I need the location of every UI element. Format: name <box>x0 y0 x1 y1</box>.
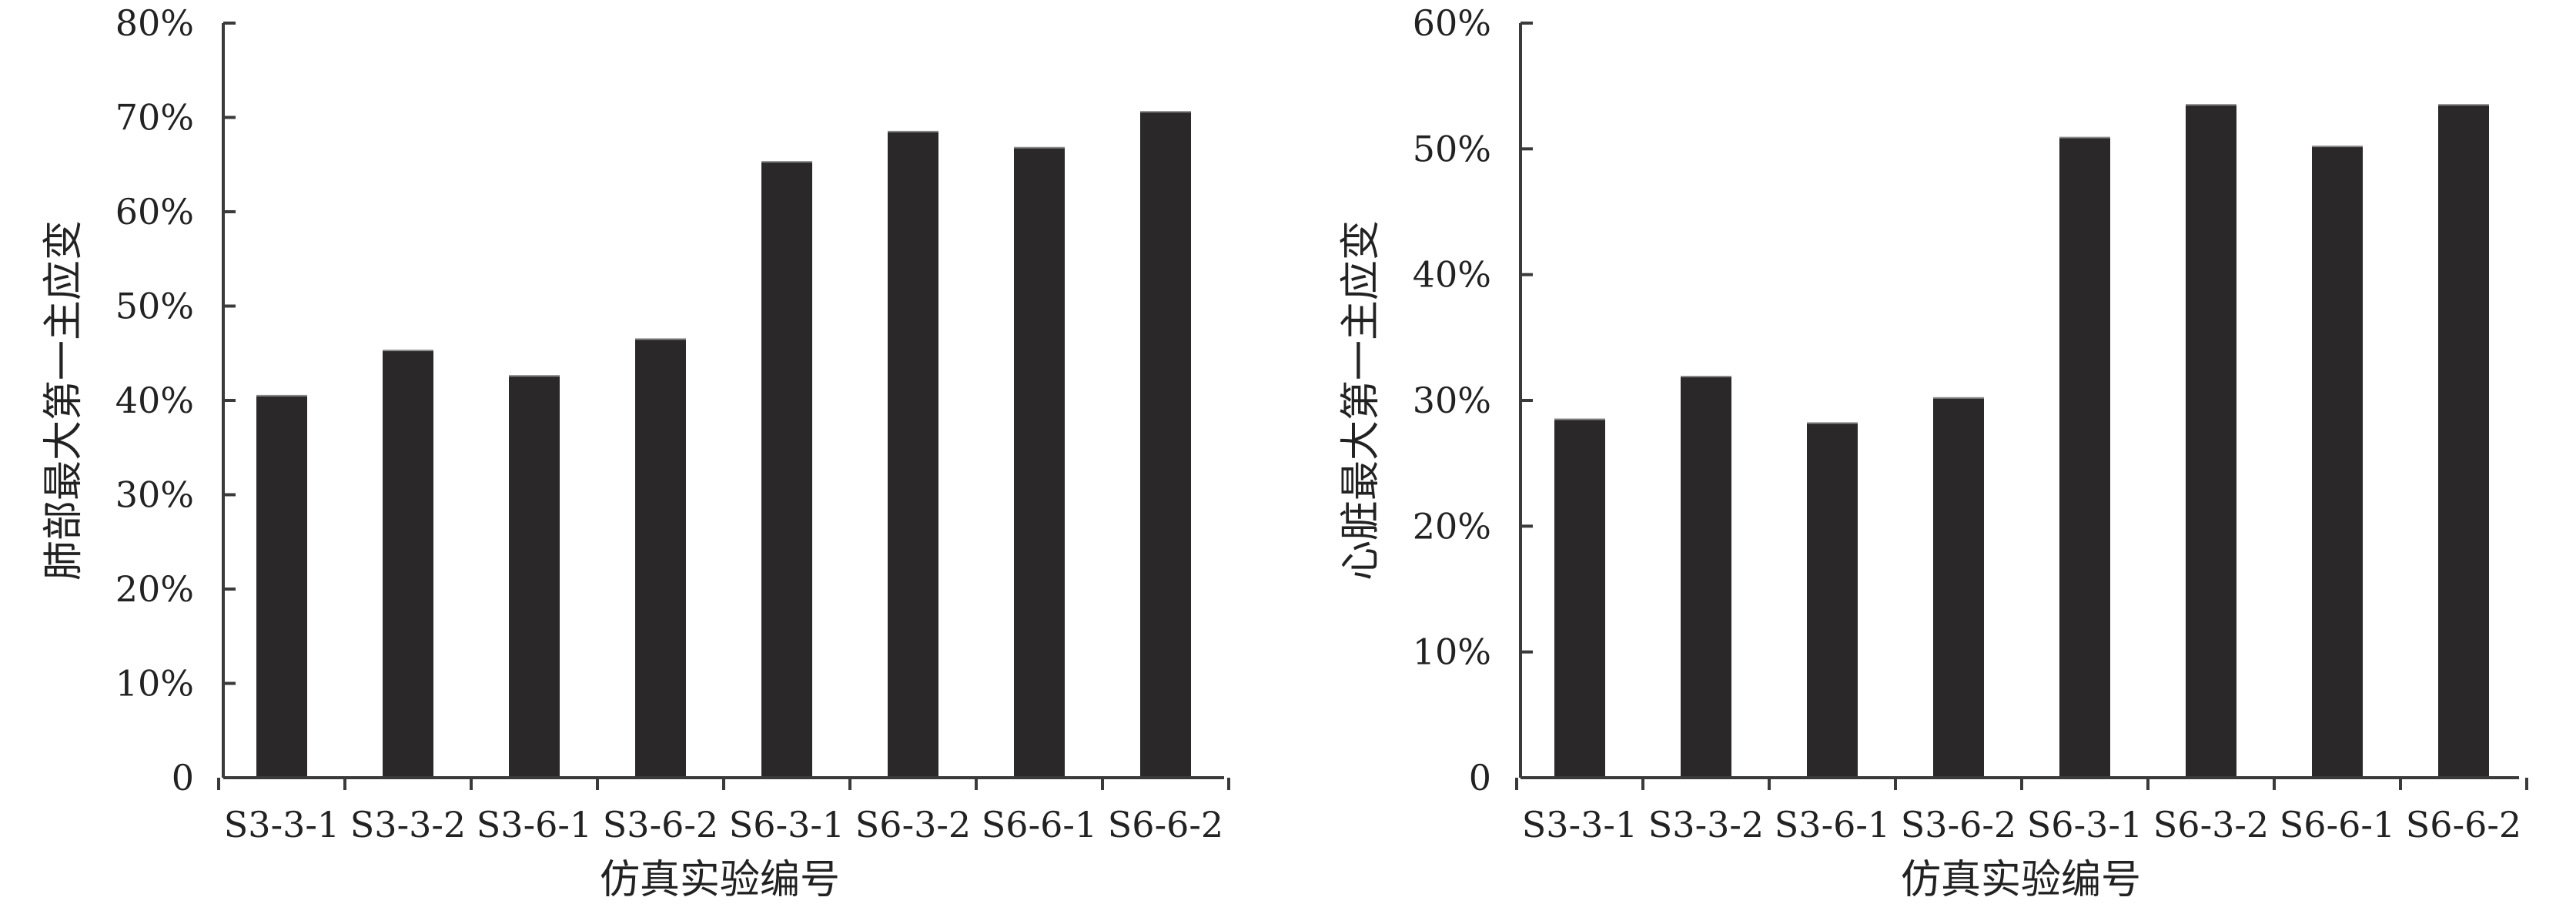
x-axis-title: 仿真实验编号 <box>600 857 840 903</box>
bar-s3-6-1 <box>509 376 560 778</box>
bar-s6-3-2 <box>2186 105 2236 778</box>
y-tick-label: 60% <box>1413 2 1491 44</box>
bar-s3-3-2 <box>383 350 433 778</box>
x-tick-label: S6-3-2 <box>855 804 971 845</box>
x-tick-label: S3-3-1 <box>1522 804 1638 845</box>
y-tick-label: 10% <box>115 663 194 705</box>
bar-s6-6-2 <box>1140 112 1191 778</box>
y-tick-label: 20% <box>115 568 194 610</box>
bar-s3-3-1 <box>256 395 307 778</box>
y-tick-label: 50% <box>1413 128 1491 169</box>
x-tick-label: S3-3-2 <box>350 804 466 845</box>
bar-s3-3-1 <box>1554 419 1605 778</box>
chart-1: 0 10% 20% 30% 40% 50% 60% 70% 80% S3-3-1 S3-3-2 S3-… <box>41 2 1230 903</box>
x-tick-label: S6-3-1 <box>2027 804 2143 845</box>
y-tick-label: 30% <box>115 474 194 516</box>
y-tick-label: 0 <box>1469 757 1491 798</box>
y-tick-label: 80% <box>115 2 194 44</box>
chart-2: 0 10% 20% 30% 40% 50% 60% S3-3-1 S3-3-2 S3-6-1 S3-… <box>1338 2 2528 903</box>
bar-s6-6-1 <box>1014 147 1065 778</box>
y-tick-label: 40% <box>115 380 194 421</box>
x-tick-label: S6-6-2 <box>1108 804 1223 845</box>
x-tick-label: S3-6-2 <box>603 804 718 845</box>
x-axis-title: 仿真实验编号 <box>1901 857 2141 903</box>
bar-s3-3-2 <box>1681 376 1731 778</box>
y-tick-label: 70% <box>115 97 194 139</box>
x-tick-label: S6-3-1 <box>729 804 845 845</box>
bar-s6-3-2 <box>888 131 938 778</box>
y-tick-label: 0 <box>172 757 194 798</box>
bar-s3-6-1 <box>1807 423 1858 778</box>
bar-s3-6-2 <box>1933 397 1984 778</box>
x-tick-label: S6-6-1 <box>982 804 1097 845</box>
bar-s6-6-2 <box>2438 105 2489 778</box>
y-tick-label: 50% <box>115 286 194 327</box>
bar-s6-3-1 <box>761 162 812 778</box>
bar-s3-6-2 <box>635 339 686 778</box>
bar-s6-6-1 <box>2312 146 2363 778</box>
bar-s6-3-1 <box>2059 137 2110 778</box>
x-tick-label: S3-6-1 <box>1775 804 1890 845</box>
y-tick-label: 30% <box>1413 380 1491 421</box>
y-axis-title: 肺部最大第一主应变 <box>41 220 87 581</box>
x-tick-label: S3-3-2 <box>1648 804 1764 845</box>
y-axis-title: 心脏最大第一主应变 <box>1338 220 1384 581</box>
y-tick-label: 60% <box>115 191 194 233</box>
y-tick-label: 20% <box>1413 505 1491 547</box>
x-tick-label: S6-3-2 <box>2153 804 2269 845</box>
y-tick-label: 40% <box>1413 254 1491 296</box>
x-tick-label: S6-6-2 <box>2406 804 2521 845</box>
x-tick-label: S6-6-1 <box>2280 804 2395 845</box>
y-tick-label: 10% <box>1413 631 1491 673</box>
x-tick-label: S3-3-1 <box>224 804 340 845</box>
x-tick-label: S3-6-2 <box>1901 804 2016 845</box>
x-tick-label: S3-6-1 <box>477 804 592 845</box>
